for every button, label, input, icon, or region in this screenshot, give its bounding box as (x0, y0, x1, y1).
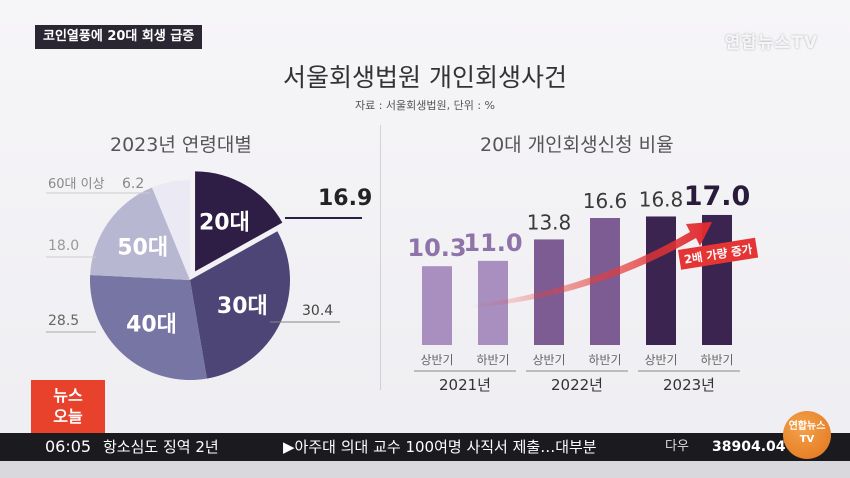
bar-4 (646, 216, 676, 345)
bar-value-label-5: 17.0 (684, 181, 751, 212)
page-title: 서울회생법원 개인회생사건 (283, 63, 567, 92)
bar-title: 20대 개인회생신청 비율 (480, 134, 674, 156)
bar-category-1: 하반기 (476, 353, 509, 367)
bar-category-2: 상반기 (532, 353, 565, 367)
bar-value-label-2: 13.8 (527, 210, 572, 234)
pie-value-label-3: 18.0 (48, 238, 79, 254)
broadcaster-logo: 연합뉴스TV (724, 33, 818, 53)
pie-slice-label-1: 30대 (217, 294, 268, 319)
news-ticker: 06:05 항소심도 징역 2년 ▶아주대 의대 교수 100여명 사직서 제출… (0, 433, 850, 461)
index-name: 다우 (665, 439, 689, 454)
bar-value-label-0: 10.3 (407, 234, 466, 262)
chart-divider (380, 125, 381, 390)
bar-category-4: 상반기 (644, 353, 677, 367)
ticker-time: 06:05 (45, 437, 92, 456)
bar-value-label-3: 16.6 (583, 189, 628, 213)
ticker-headline-2: ▶아주대 의대 교수 100여명 사직서 제출…대부분 (283, 438, 597, 456)
pie-slice-label-3: 50대 (117, 236, 168, 261)
source-note: 자료 : 서울회생법원, 단위 : % (354, 99, 496, 112)
topic-tag: 코인열풍에 20대 회생 급증 (35, 25, 203, 49)
pie-slice-0 (195, 171, 283, 272)
bar-group-label-1: 2022년 (551, 376, 603, 394)
bottom-strip (0, 461, 850, 478)
circle-logo-line-1: 연합뉴스 (788, 421, 826, 432)
pie-slice-label-2: 40대 (126, 312, 177, 337)
badge-line-1: 뉴스 (53, 386, 83, 405)
bar-category-3: 하반기 (588, 353, 621, 367)
bar-category-0: 상반기 (420, 353, 453, 367)
ticker-headline-1: 항소심도 징역 2년 (103, 438, 219, 456)
badge-line-2: 오늘 (53, 407, 83, 426)
pie-slice-2 (90, 274, 207, 380)
channel-logo-circle: 연합뉴스 TV (783, 411, 831, 459)
bar-group-label-2: 2023년 (663, 376, 715, 394)
pie-slice-label-0: 20대 (199, 210, 250, 235)
bar-group-label-0: 2021년 (439, 376, 491, 394)
circle-logo-line-2: TV (799, 434, 815, 445)
pie-value-label-2: 28.5 (48, 313, 79, 329)
pie-title: 2023년 연령대별 (110, 134, 252, 156)
pie-value-label-1: 30.4 (302, 303, 333, 319)
bar-value-label-4: 16.8 (639, 187, 684, 211)
pie-slice-1 (190, 231, 290, 379)
pie-value-label-0: 16.9 (318, 186, 372, 211)
pie-slice-label-4: 60대 이상 (48, 177, 105, 192)
pie-value-label-4: 6.2 (122, 176, 144, 192)
annotation-box (678, 237, 759, 270)
pie-slice-3 (90, 187, 190, 280)
bar-category-5: 하반기 (700, 353, 733, 367)
news-today-badge: 뉴스 오늘 (31, 380, 105, 436)
bar-0 (422, 266, 452, 345)
index-value: 38904.04 (712, 439, 786, 455)
bar-value-label-1: 11.0 (463, 229, 522, 257)
pie-slice-4 (152, 180, 190, 280)
bar-5 (702, 214, 732, 345)
